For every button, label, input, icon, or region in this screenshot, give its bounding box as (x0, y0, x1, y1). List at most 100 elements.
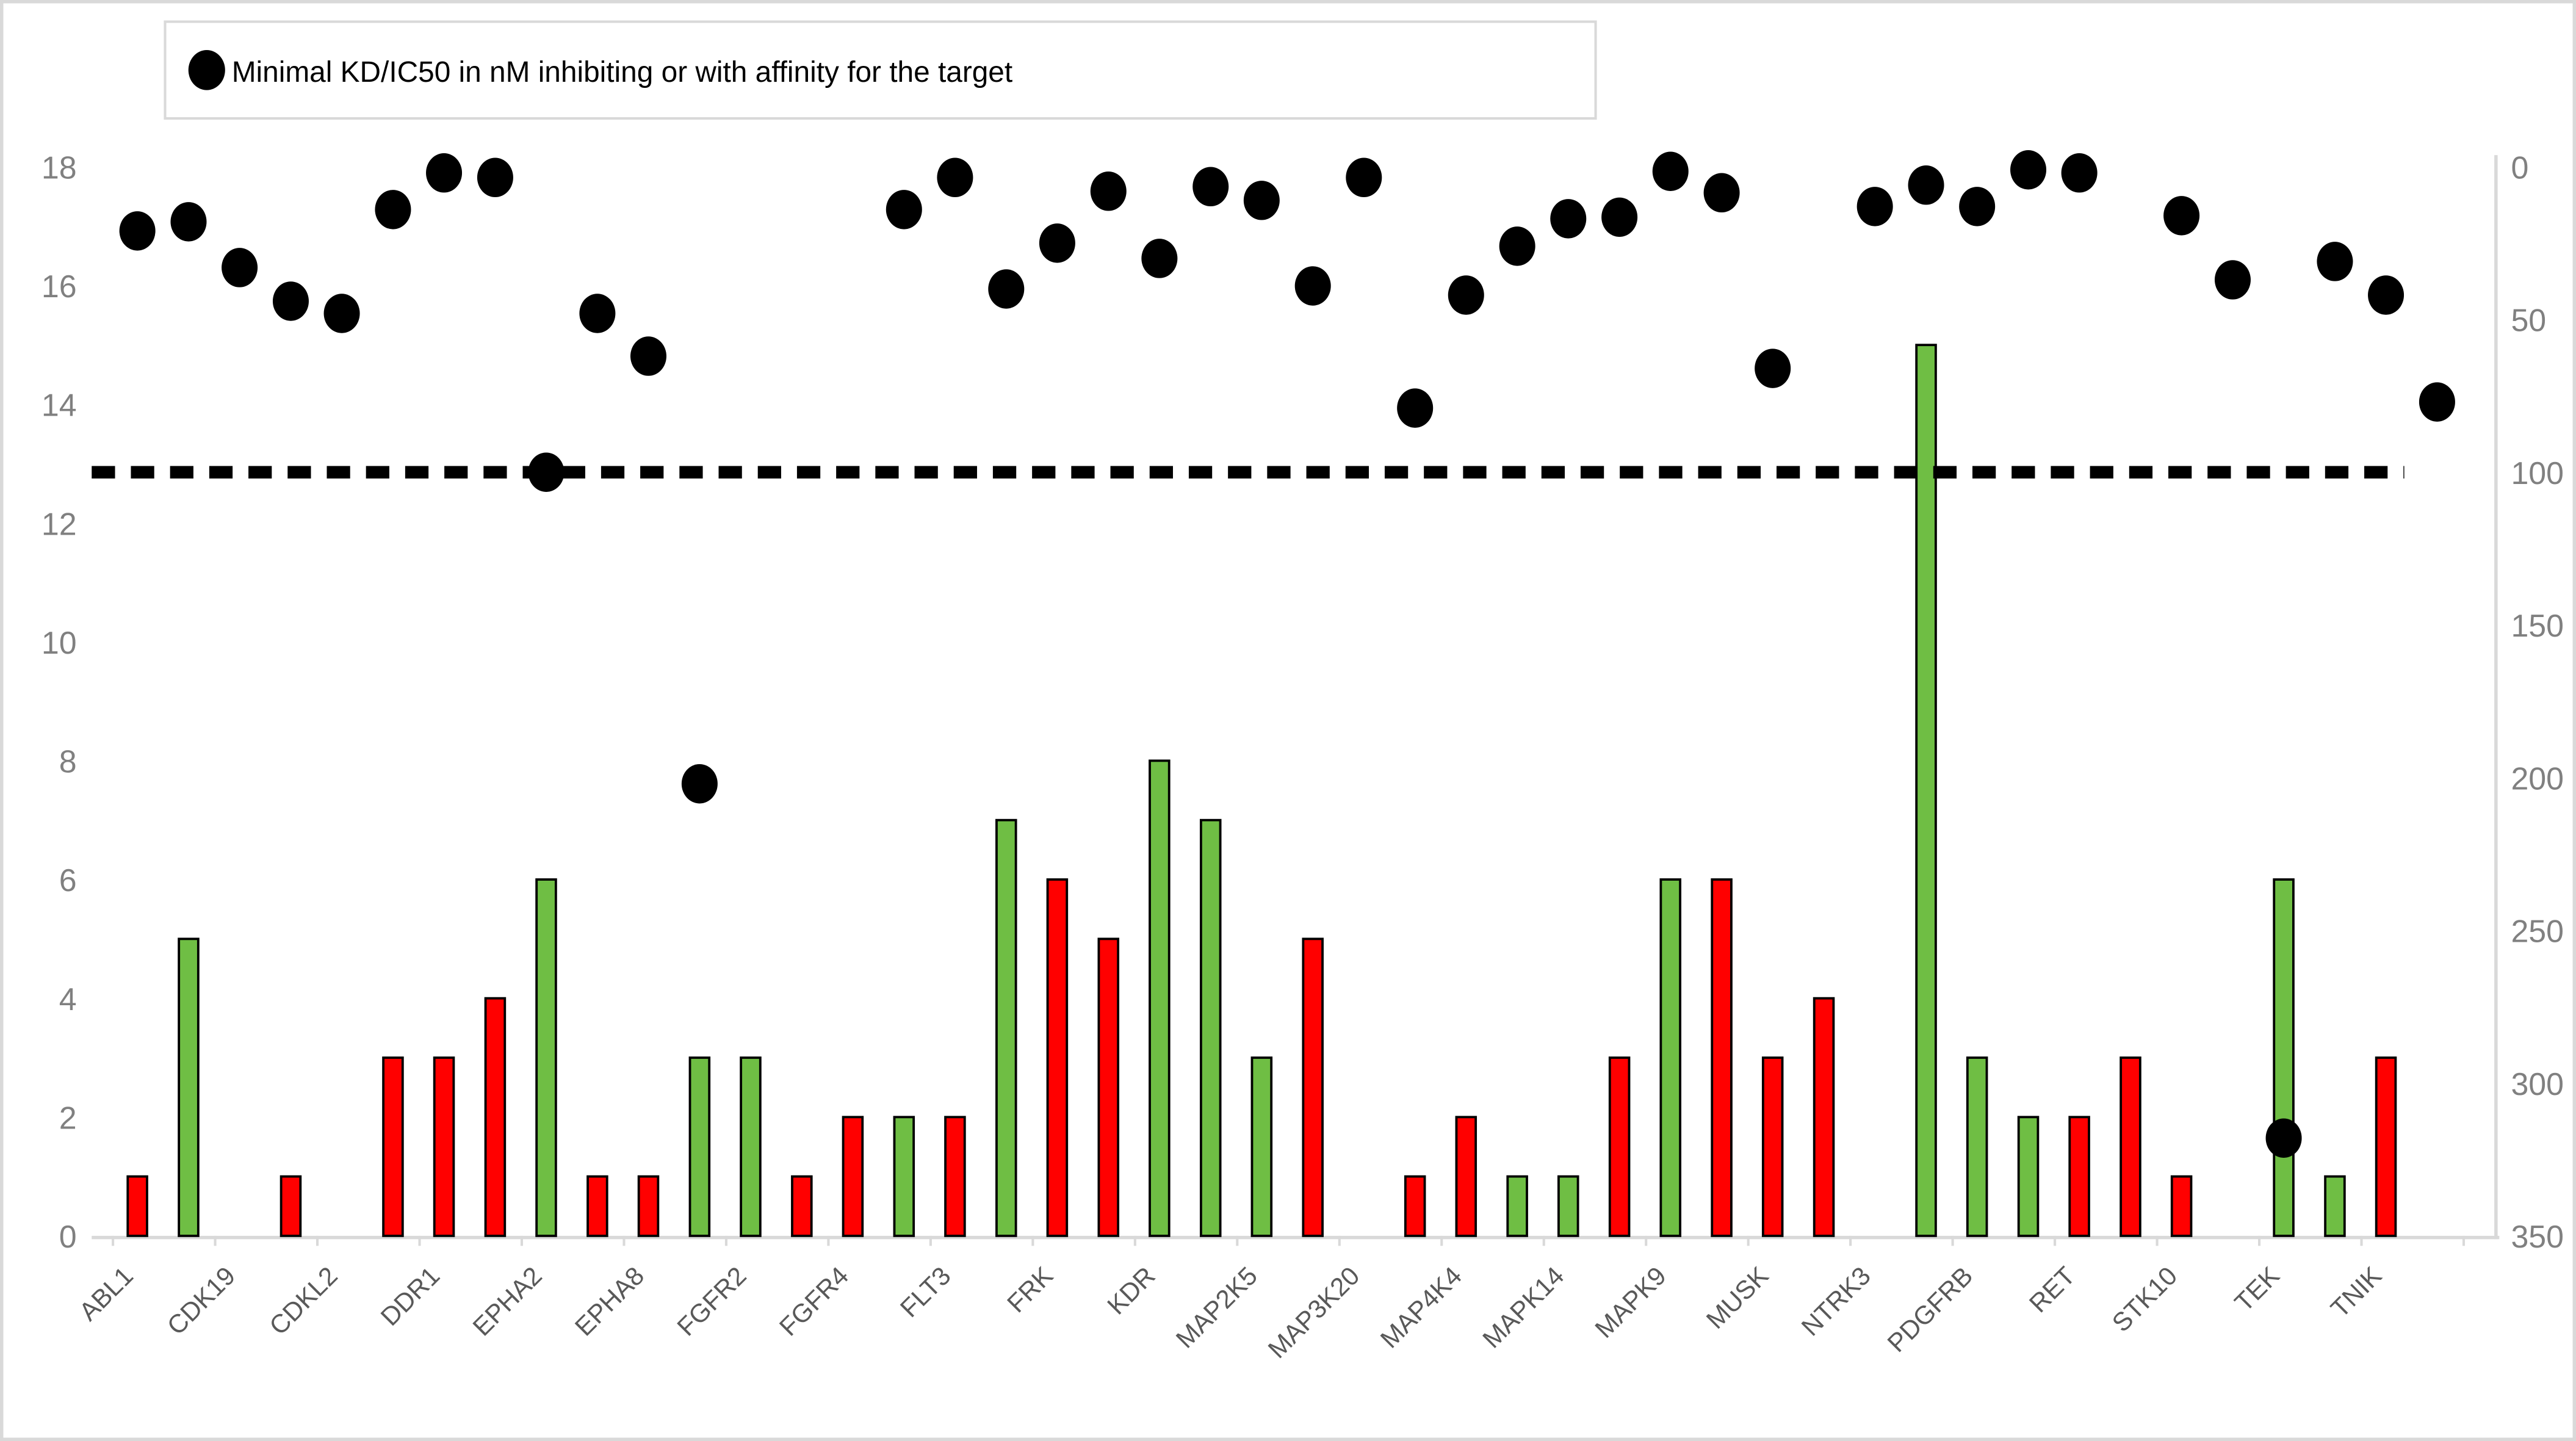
right-axis-tick-label: 250 (2511, 914, 2564, 950)
dot-PDGFRB-slot1 (1959, 187, 1996, 226)
legend-box (164, 20, 1597, 120)
x-axis-tick (2360, 1235, 2363, 1246)
bar-FRK-slot1 (1046, 878, 1069, 1237)
dot-ABL1-slot1 (119, 211, 156, 251)
left-axis-tick-label: 10 (41, 626, 77, 661)
dot-STK10-slot2 (2214, 260, 2251, 300)
dot-MAPK9-slot2 (1703, 173, 1740, 213)
bar-ABL1-slot2 (178, 937, 200, 1237)
x-axis-tick (520, 1235, 524, 1246)
legend-marker-icon (188, 49, 225, 90)
dot-MAP2K5-slot2 (1294, 266, 1331, 306)
dot-FRK-slot2 (1090, 172, 1127, 211)
bar-EPHA8-slot2 (688, 1056, 711, 1237)
bar-CDKL2-slot2 (382, 1056, 404, 1237)
bar-DDR1-slot1 (433, 1056, 455, 1237)
dot-CDK19-slot1 (222, 248, 258, 287)
left-axis-tick-label: 4 (59, 982, 77, 1017)
right-axis-tick-label: 200 (2511, 761, 2564, 796)
dot-MAP3K20-slot1 (1346, 157, 1382, 198)
bar-FGFR2-slot1 (740, 1056, 762, 1237)
bar-PDGFRB-slot2 (2017, 1116, 2040, 1237)
dot-STK10-slot1 (2163, 196, 2200, 236)
dot-PDGFRB-slot2 (2010, 150, 2047, 190)
bar-CDK19-slot2 (280, 1175, 302, 1237)
dot-KDR-slot1 (1141, 239, 1178, 278)
right-axis-line (2494, 155, 2498, 1240)
bar-RET-slot1 (2068, 1116, 2090, 1237)
bar-TEK-slot2 (2324, 1175, 2346, 1237)
bar-EPHA2-slot1 (535, 878, 557, 1237)
x-axis-tick (1645, 1235, 1648, 1246)
bar-KDR-slot1 (1149, 759, 1171, 1237)
bar-TNIK-slot1 (2375, 1056, 2397, 1237)
x-axis-tick (1542, 1235, 1545, 1246)
dot-MAPK14-slot2 (1601, 197, 1638, 237)
bar-FGFR4-slot1 (842, 1116, 864, 1237)
legend-label: Minimal KD/IC50 in nM inhibiting or with… (232, 56, 1012, 88)
bar-FLT3-slot2 (995, 818, 1017, 1237)
bar-MAPK9-slot2 (1711, 878, 1733, 1237)
x-axis-tick (112, 1235, 115, 1246)
bar-FGFR4-slot2 (893, 1116, 915, 1237)
x-axis-tick (1747, 1235, 1750, 1246)
dot-CDKL2-slot1 (323, 294, 360, 333)
dot-EPHA8-slot2 (681, 764, 718, 804)
left-axis-tick-label: 16 (41, 269, 77, 305)
left-axis-tick-label: 12 (41, 507, 77, 542)
x-axis-tick (724, 1235, 727, 1246)
bar-STK10-slot1 (2170, 1175, 2193, 1237)
dot-MAPK14-slot1 (1550, 199, 1587, 239)
dot-MAP2K5-slot1 (1243, 181, 1280, 220)
dot-FGFR4-slot2 (886, 190, 922, 229)
dot-MAP3K20-slot2 (1397, 388, 1434, 428)
bar-EPHA2-slot2 (586, 1175, 608, 1237)
bar-TEK-slot1 (2273, 878, 2295, 1237)
x-axis-tick (1031, 1235, 1034, 1246)
x-axis-line (92, 1235, 2500, 1240)
dot-EPHA2-slot2 (579, 294, 616, 333)
dot-CDKL2-slot2 (375, 190, 411, 229)
bar-MAPK14-slot2 (1608, 1056, 1631, 1237)
x-axis-tick (1338, 1235, 1341, 1246)
x-axis-tick (622, 1235, 626, 1246)
bar-MAPK14-slot1 (1557, 1175, 1579, 1237)
bar-KDR-slot2 (1199, 818, 1222, 1237)
dot-FLT3-slot1 (937, 157, 973, 198)
bar-RET-slot2 (2120, 1056, 2141, 1237)
dot-KDR-slot2 (1192, 167, 1229, 207)
dot-FRK-slot1 (1039, 223, 1075, 263)
bar-EPHA8-slot1 (637, 1175, 660, 1237)
x-axis-tick (2462, 1235, 2466, 1246)
bar-MAP4K4-slot2 (1506, 1175, 1528, 1237)
bar-MAPK9-slot1 (1659, 878, 1681, 1237)
x-axis-tick (1236, 1235, 1239, 1246)
dot-MAPK9-slot1 (1652, 151, 1689, 192)
bar-MAP3K20-slot2 (1404, 1175, 1426, 1237)
x-axis-tick (1849, 1235, 1852, 1246)
bar-MAP4K4-slot1 (1455, 1116, 1477, 1237)
dot-NTRK3-slot2 (1908, 165, 1944, 205)
right-axis-tick-label: 350 (2511, 1219, 2564, 1255)
left-axis-tick-label: 8 (59, 745, 77, 780)
dot-FLT3-slot2 (988, 269, 1025, 309)
dot-NTRK3-slot1 (1856, 187, 1893, 226)
x-axis-tick (929, 1235, 932, 1246)
x-axis-tick (418, 1235, 421, 1246)
x-axis-tick (2054, 1235, 2057, 1246)
left-axis-tick-label: 6 (59, 863, 77, 898)
right-axis-tick-label: 150 (2511, 609, 2564, 644)
left-axis-tick-label: 14 (41, 388, 77, 424)
bar-FGFR2-slot2 (791, 1175, 813, 1237)
bar-NTRK3-slot2 (1915, 344, 1937, 1237)
dot-EPHA8-slot1 (630, 336, 666, 376)
bar-MAP2K5-slot1 (1250, 1056, 1273, 1237)
left-axis-tick-label: 0 (59, 1219, 77, 1255)
left-axis-tick-label: 2 (59, 1100, 77, 1136)
right-axis-tick-label: 50 (2511, 303, 2546, 339)
bar-FRK-slot2 (1097, 937, 1120, 1237)
right-axis-tick-label: 0 (2511, 150, 2528, 186)
